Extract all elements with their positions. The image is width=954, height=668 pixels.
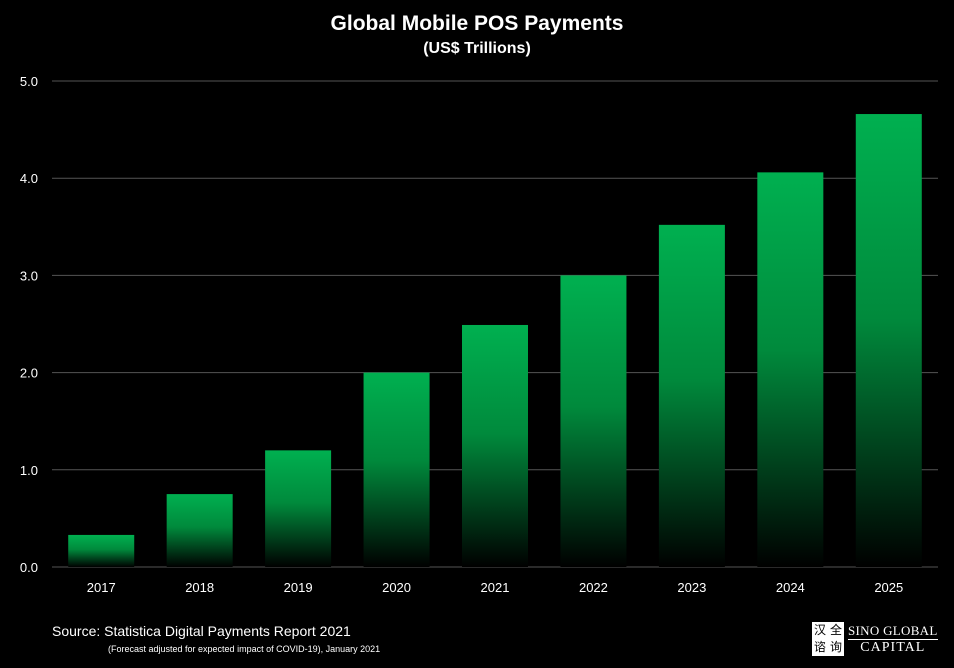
x-tick-label: 2020 [382,580,411,595]
x-tick-label: 2024 [776,580,805,595]
logo-seal-char: 谘 [813,640,826,654]
y-tick-label: 0.0 [20,560,38,575]
logo-line2: CAPITAL [860,639,926,655]
bar-2019 [265,450,332,567]
logo-seal-char: 全 [829,623,842,637]
x-tick-label: 2018 [185,580,214,595]
x-tick-label: 2021 [481,580,510,595]
y-axis-ticks: 0.0 1.0 2.0 3.0 4.0 5.0 [20,74,38,575]
sino-global-capital-logo: 汉 全 谘 询 SINO GLOBAL CAPITAL [812,620,938,658]
x-axis-ticks: 2017 2018 2019 2020 2021 2022 2023 2024 2025 [87,580,903,595]
y-tick-label: 2.0 [20,366,38,381]
logo-seal: 汉 全 谘 询 [812,622,844,656]
bar-2023 [658,224,725,567]
bar-2018 [166,494,233,567]
bars [68,114,922,568]
x-tick-label: 2025 [874,580,903,595]
logo-text: SINO GLOBAL CAPITAL [848,623,938,656]
logo-seal-char: 汉 [813,623,826,637]
bar-2017 [68,534,135,567]
forecast-note: (Forecast adjusted for expected impact o… [108,644,381,654]
bar-2021 [462,324,528,567]
x-tick-label: 2019 [284,580,313,595]
logo-line1: SINO GLOBAL [848,622,938,640]
bar-2020 [363,372,430,567]
source-note: Source: Statistica Digital Payments Repo… [52,623,351,639]
bar-2025 [855,114,922,567]
y-tick-label: 3.0 [20,268,38,283]
chart-title: Global Mobile POS Payments [330,12,624,35]
chart-subtitle: (US$ Trillions) [423,40,531,57]
x-tick-label: 2017 [87,580,116,595]
logo-seal-char: 询 [829,640,842,654]
bar-2024 [757,172,824,568]
y-tick-label: 1.0 [20,463,38,478]
y-tick-label: 5.0 [20,74,38,89]
y-tick-label: 4.0 [20,171,38,186]
x-tick-label: 2022 [579,580,608,595]
bar-2022 [560,275,627,567]
x-tick-label: 2023 [677,580,706,595]
